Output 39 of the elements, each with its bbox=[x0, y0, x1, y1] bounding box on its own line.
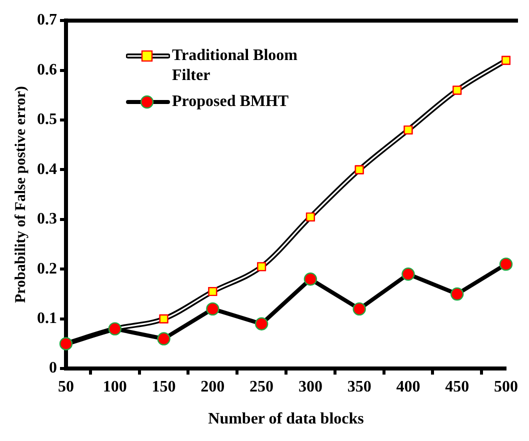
point bbox=[306, 212, 315, 222]
x-tick-label: 350 bbox=[347, 378, 372, 396]
point bbox=[354, 165, 364, 174]
point bbox=[502, 56, 510, 65]
y-tick-label: 0.5 bbox=[37, 111, 57, 128]
y-axis-title: Probability of False postive error) bbox=[12, 86, 29, 304]
x-tick-label: 150 bbox=[152, 378, 176, 396]
y-tick-label: 0.7 bbox=[37, 12, 57, 29]
x-tick-label: 400 bbox=[396, 378, 420, 396]
y-tick-label: 0.6 bbox=[37, 61, 57, 78]
legend-label: Proposed BMHT bbox=[172, 92, 290, 112]
y-tick-label: 0.1 bbox=[37, 310, 57, 328]
point bbox=[159, 314, 168, 324]
legend-label: Traditional Bloom Filter bbox=[172, 46, 298, 86]
x-axis-title: Number of data blocks bbox=[208, 410, 364, 428]
x-tick-label: 250 bbox=[250, 378, 274, 396]
x-tick-label: 100 bbox=[102, 378, 127, 396]
x-tick-label: 200 bbox=[200, 378, 225, 396]
point bbox=[254, 317, 268, 330]
x-tick-label: 300 bbox=[298, 378, 322, 396]
x-tick-label: 50 bbox=[58, 378, 74, 396]
x-tick-label: 500 bbox=[494, 378, 518, 396]
point bbox=[452, 86, 462, 95]
point bbox=[208, 287, 218, 296]
point bbox=[499, 258, 513, 271]
point bbox=[402, 268, 415, 281]
point bbox=[450, 287, 464, 301]
point bbox=[59, 337, 73, 350]
point bbox=[404, 125, 413, 134]
point bbox=[352, 302, 366, 316]
y-tick-label: 0.2 bbox=[37, 260, 57, 278]
x-tick-label: 450 bbox=[445, 378, 470, 396]
point bbox=[257, 262, 266, 272]
point bbox=[206, 302, 220, 316]
point bbox=[157, 332, 170, 346]
y-tick-label: 0.3 bbox=[37, 210, 57, 228]
y-tick-label: 0 bbox=[49, 360, 57, 377]
point bbox=[304, 272, 318, 286]
y-tick-label: 0.4 bbox=[37, 160, 57, 178]
